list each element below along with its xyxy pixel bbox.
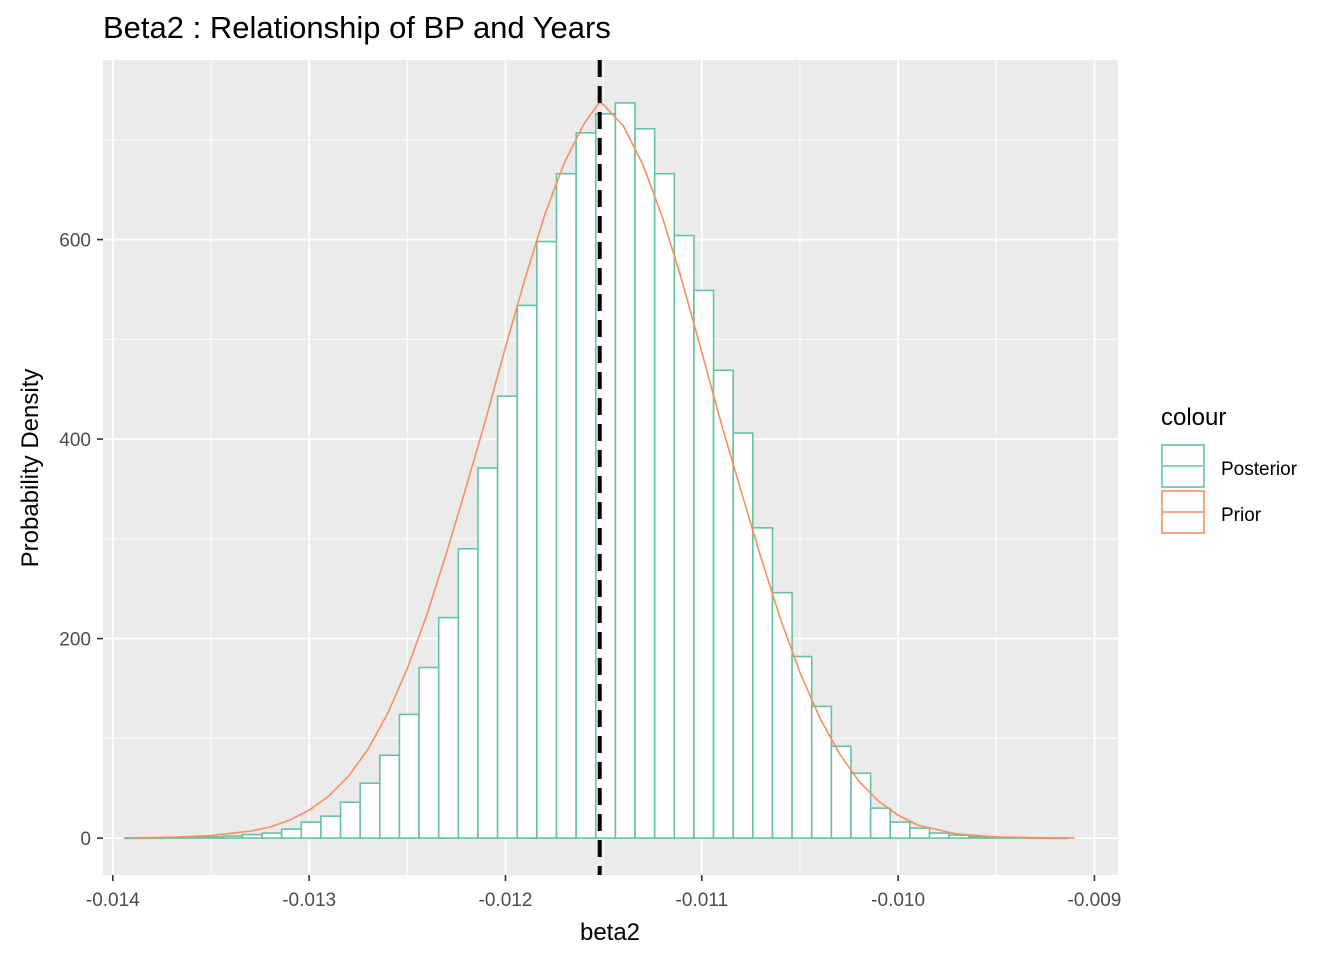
histogram-bar — [221, 835, 244, 839]
histogram-bar — [732, 432, 754, 839]
legend-label-posterior: Posterior — [1221, 459, 1298, 480]
histogram-bar — [634, 128, 656, 839]
histogram-bar — [791, 655, 813, 839]
x-tick-label: -0.013 — [282, 890, 336, 911]
histogram-bar — [320, 815, 342, 839]
histogram-bar — [477, 467, 499, 839]
histogram-bar — [300, 821, 322, 839]
posterior-histogram — [123, 102, 1068, 840]
x-tick-label: -0.014 — [86, 890, 140, 911]
x-axis-title: beta2 — [580, 919, 640, 946]
histogram-bar — [359, 782, 381, 839]
histogram-bar — [496, 395, 519, 839]
x-tick-label: -0.010 — [871, 890, 925, 911]
histogram-bar — [673, 234, 695, 839]
histogram-bar — [869, 807, 892, 839]
histogram-bar — [241, 833, 263, 839]
histogram-bar — [575, 132, 597, 839]
legend-item-posterior: Posterior — [1161, 444, 1298, 488]
y-axis: 0 200 400 600 — [59, 231, 103, 850]
histogram-bar — [339, 801, 361, 839]
histogram-bar — [653, 172, 676, 839]
x-tick-label: -0.011 — [676, 890, 728, 911]
histogram-bar — [771, 591, 793, 839]
y-tick-label: 0 — [80, 829, 91, 850]
x-tick-label: -0.009 — [1068, 890, 1122, 911]
histogram-bar — [810, 705, 833, 839]
histogram-bar — [909, 827, 931, 839]
histogram-bar — [280, 828, 303, 839]
y-tick-label: 600 — [59, 231, 91, 252]
legend-label-prior: Prior — [1221, 505, 1262, 526]
histogram-bar — [261, 832, 283, 839]
histogram-bar — [948, 834, 970, 839]
histogram-bar — [752, 527, 774, 839]
x-axis: -0.014 -0.013 -0.012 -0.011 -0.010 -0.009 — [86, 875, 1121, 911]
chart-title: Beta2 : Relationship of BP and Years — [103, 10, 611, 45]
histogram-bar — [889, 821, 911, 839]
legend-title: colour — [1161, 404, 1226, 431]
y-axis-title: Probability Density — [17, 369, 44, 568]
legend: colour Posterior Prior — [1161, 404, 1298, 534]
histogram-bar — [202, 835, 224, 839]
histogram-bar — [712, 369, 735, 839]
histogram-bar — [830, 745, 852, 839]
histogram-bar — [398, 713, 420, 839]
histogram-bar — [536, 240, 558, 839]
histogram-bar — [850, 772, 872, 839]
histogram-bar — [379, 754, 401, 839]
histogram-bar — [457, 548, 479, 839]
y-tick-label: 200 — [59, 630, 91, 651]
histogram-bar — [928, 832, 950, 839]
x-tick-label: -0.012 — [479, 890, 533, 911]
histogram-bar — [693, 289, 715, 839]
legend-item-prior: Prior — [1161, 490, 1262, 534]
histogram-bar — [614, 102, 636, 839]
histogram-bar — [437, 616, 460, 839]
y-tick-label: 400 — [59, 430, 91, 451]
histogram-bar — [418, 666, 440, 839]
histogram-bar — [555, 172, 577, 839]
histogram-bar — [516, 304, 538, 839]
